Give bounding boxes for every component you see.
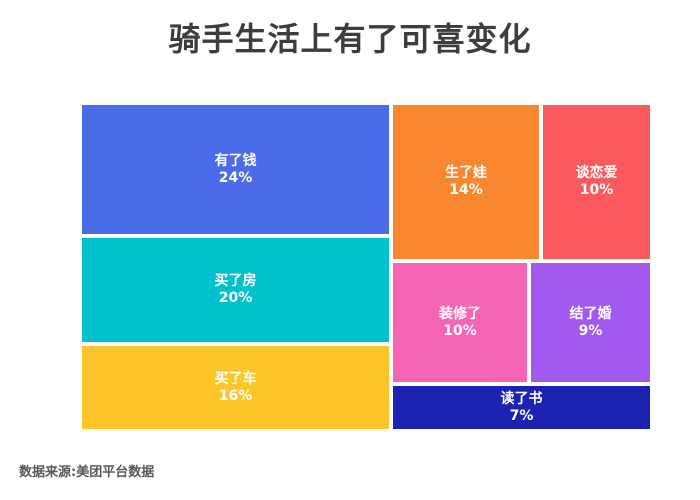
treemap: 有了钱 24% 买了房 20% 买了车 16% 生了娃 14% 谈恋爱 10% 装修了 10% 结了婚 9… <box>82 105 650 429</box>
tile-label: 谈恋爱 <box>575 165 618 181</box>
treemap-tile-youleqian: 有了钱 24% <box>82 105 389 234</box>
treemap-tile-zhuangxiule: 装修了 10% <box>393 263 527 382</box>
treemap-tile-maileche: 买了车 16% <box>82 346 389 429</box>
treemap-tile-mailefang: 买了房 20% <box>82 238 389 342</box>
tile-label: 结了婚 <box>569 305 612 322</box>
tile-label: 有了钱 <box>214 152 257 169</box>
tile-value: 7% <box>509 407 534 424</box>
tile-label: 读了书 <box>500 390 543 407</box>
tile-label: 买了房 <box>214 273 257 289</box>
tile-label: 生了娃 <box>445 165 487 181</box>
tile-value: 14% <box>449 182 483 198</box>
tile-label: 买了车 <box>214 370 257 387</box>
data-source-note: 数据来源:美团平台数据 <box>19 465 155 480</box>
treemap-tile-duleshu: 读了书 7% <box>393 386 650 429</box>
tile-value: 24% <box>218 169 253 186</box>
tile-value: 9% <box>578 322 603 339</box>
tile-value: 10% <box>579 182 614 198</box>
treemap-tile-tanlianai: 谈恋爱 10% <box>543 105 650 259</box>
treemap-tile-jielehun: 结了婚 9% <box>531 263 650 382</box>
tile-label: 装修了 <box>439 305 481 322</box>
tile-value: 10% <box>443 322 477 339</box>
tile-value: 16% <box>218 387 253 404</box>
tile-value: 20% <box>218 290 253 306</box>
treemap-tile-shonglewa: 生了娃 14% <box>393 105 539 259</box>
chart-title: 骑手生活上有了可喜变化 <box>168 20 532 58</box>
